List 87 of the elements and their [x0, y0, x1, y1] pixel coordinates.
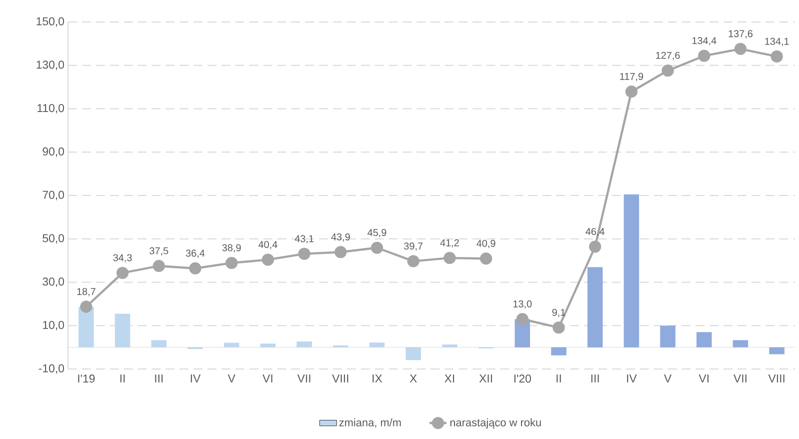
data-label: 134,1	[765, 38, 789, 46]
point	[516, 313, 528, 326]
x-tick-label: II	[556, 374, 561, 382]
data-label: 38,9	[222, 244, 241, 252]
data-label: 41,2	[440, 239, 459, 248]
x-tick-label: I'20	[514, 374, 531, 383]
data-label: 40,9	[476, 240, 496, 248]
point	[152, 260, 165, 272]
data-label: 40,4	[258, 240, 278, 250]
y-tick-label: 130,0	[36, 60, 64, 70]
x-tick-label: XII	[479, 374, 492, 382]
x-tick-label: IX	[372, 374, 382, 382]
point	[80, 300, 92, 313]
x-tick-label: VII	[734, 374, 746, 382]
x-tick-label: III	[155, 374, 163, 382]
bar	[696, 332, 712, 348]
bar	[369, 342, 385, 348]
data-label: 18,7	[77, 288, 96, 296]
point	[625, 86, 638, 98]
point	[770, 50, 783, 63]
y-tick-label: 150,0	[36, 17, 64, 27]
bar	[260, 344, 276, 348]
data-label: 43,9	[331, 233, 350, 242]
y-tick-label: 10,0	[43, 320, 64, 330]
data-label: 36,4	[186, 250, 205, 258]
bar	[732, 340, 748, 348]
point	[662, 64, 674, 77]
bar	[406, 347, 421, 360]
x-tick-label: V	[664, 374, 672, 382]
x-tick-label: V	[228, 374, 236, 382]
x-tick-label: III	[591, 374, 599, 382]
data-label: 39,7	[404, 242, 423, 251]
point	[444, 252, 456, 264]
x-tick-label: VI	[262, 374, 272, 382]
point	[298, 248, 310, 260]
x-tick-label: VII	[297, 374, 310, 382]
data-label: 45,9	[368, 229, 386, 238]
point	[334, 246, 347, 258]
data-label: 137,6	[728, 30, 753, 38]
point	[734, 42, 747, 55]
x-tick-label: VIII	[768, 374, 784, 382]
bar	[769, 347, 784, 354]
data-label: 46,4	[586, 228, 604, 236]
y-tick-label: 30,0	[42, 278, 64, 287]
point	[698, 50, 710, 62]
y-tick-label: 90,0	[42, 147, 64, 157]
point	[370, 242, 384, 254]
bar	[624, 194, 640, 348]
data-label: 13,0	[513, 300, 532, 309]
legend-label: zmiana, m/m	[339, 418, 401, 428]
x-tick-label: VIII	[332, 374, 348, 382]
point	[480, 252, 492, 265]
data-label: 127,6	[656, 52, 680, 60]
point	[552, 322, 565, 334]
bar	[78, 306, 94, 348]
bar	[660, 326, 676, 348]
data-label: 34,3	[113, 254, 132, 262]
y-tick-label: 70,0	[42, 190, 64, 200]
x-tick-label: X	[410, 374, 417, 382]
data-label: 117,9	[620, 72, 644, 82]
x-tick-label: IV	[190, 374, 201, 382]
bar	[114, 314, 130, 348]
data-label: 9,1	[552, 308, 566, 318]
data-label: 134,4	[692, 37, 716, 46]
bar	[587, 267, 603, 348]
bar	[224, 342, 240, 348]
x-tick-label: VI	[698, 374, 708, 382]
x-tick-label: II	[120, 374, 125, 382]
point	[262, 254, 274, 266]
legend-label: narastająco w roku	[450, 418, 541, 429]
point	[189, 262, 202, 274]
y-tick-label: 110,0	[38, 104, 64, 114]
y-tick-label: 50,0	[42, 234, 64, 244]
x-tick-label: IV	[627, 374, 637, 382]
data-label: 37,5	[150, 247, 168, 256]
y-tick-label: -10,0	[38, 364, 64, 374]
x-tick-label: XI	[444, 374, 454, 382]
point	[589, 240, 602, 253]
bar	[296, 341, 312, 348]
bar	[551, 347, 566, 356]
point	[116, 266, 129, 279]
x-tick-label: I'19	[78, 374, 95, 383]
point	[407, 255, 420, 268]
bar	[151, 340, 167, 348]
data-label: 43,1	[294, 235, 314, 244]
bar	[442, 344, 458, 348]
point	[226, 256, 238, 270]
